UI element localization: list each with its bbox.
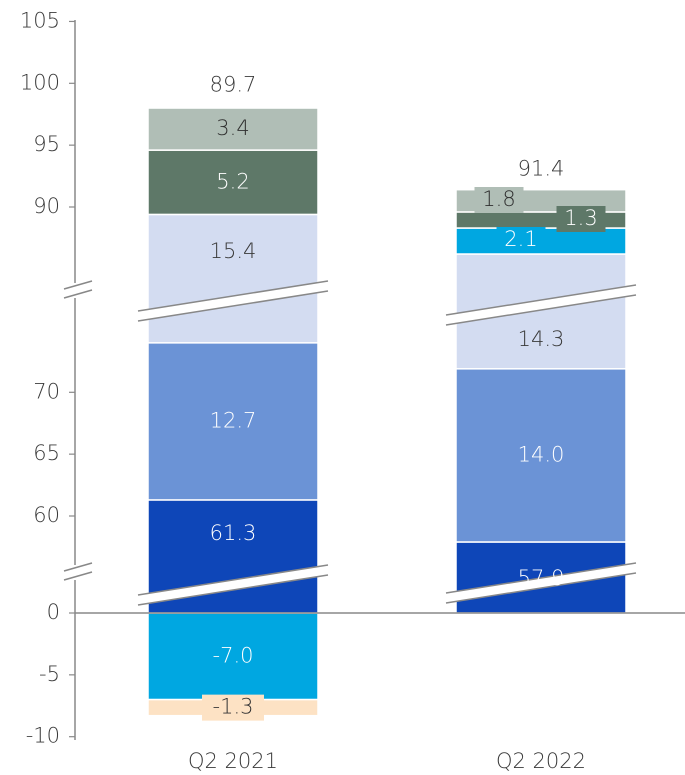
- axis-break-mark: [63, 562, 93, 572]
- data-label: -1.3: [213, 695, 254, 719]
- bar-segment: [147, 342, 319, 501]
- axis-break-mark: [63, 571, 93, 581]
- data-label: 14.3: [518, 327, 565, 351]
- bar-segment: [455, 253, 627, 370]
- data-label-box: [556, 206, 606, 232]
- bar-segment: [147, 149, 319, 216]
- y-tick-label: 70: [33, 379, 60, 403]
- data-label: 57.9: [518, 566, 565, 590]
- data-label: 61.3: [210, 521, 257, 545]
- break-low-edge: [445, 572, 637, 604]
- data-label: 1.3: [564, 206, 597, 230]
- data-label-box: [474, 187, 524, 213]
- break-high-edge: [445, 284, 637, 316]
- bar-segment: [147, 612, 319, 701]
- axis-break-mark: [63, 289, 93, 299]
- y-tick-label: 65: [33, 441, 60, 465]
- break-low-edge: [137, 564, 329, 596]
- break-low-edge: [445, 562, 637, 594]
- data-label: 3.4: [216, 116, 249, 140]
- break-high-edge: [137, 280, 329, 312]
- data-label-box: [202, 694, 264, 721]
- y-tick-label: 60: [33, 503, 60, 527]
- labels-layer: 105 100 95 90 70 65 60 0 -5 -10 -7.0 -1.3 61.3 12.7 15…: [20, 8, 606, 773]
- y-tick-label: 105: [20, 8, 60, 32]
- data-label-box: [496, 227, 546, 253]
- y-tick-label: 95: [33, 132, 60, 156]
- y-tick-label: -10: [26, 724, 60, 748]
- x-category-label: Q2 2022: [496, 749, 586, 773]
- bar-segment: [147, 107, 319, 151]
- data-label: -7.0: [213, 643, 254, 667]
- break-low-edge: [137, 574, 329, 606]
- break-low-gap: [138, 565, 328, 605]
- data-label: 14.0: [518, 442, 565, 466]
- bars-layer: [137, 107, 637, 717]
- data-label: 15.4: [210, 239, 257, 263]
- data-label: 1.8: [482, 187, 515, 211]
- break-high-gap: [446, 285, 636, 325]
- y-tick-label: -5: [39, 662, 60, 686]
- y-tick-label: 90: [33, 194, 60, 218]
- break-low-gap: [446, 563, 636, 603]
- break-high-edge: [445, 294, 637, 326]
- data-label: 5.2: [216, 169, 249, 193]
- break-high-edge: [137, 290, 329, 322]
- bar-segment: [455, 368, 627, 543]
- x-category-label: Q2 2021: [188, 749, 278, 773]
- total-label: 89.7: [210, 73, 257, 97]
- y-tick-label: 100: [20, 70, 60, 94]
- data-label: 2.1: [504, 227, 537, 251]
- bar-segment: [147, 213, 319, 344]
- data-label: 12.7: [210, 408, 257, 432]
- axis-break-mark: [63, 280, 93, 290]
- total-label: 91.4: [518, 157, 565, 181]
- axis-layer: [63, 20, 685, 740]
- y-tick-label: 0: [47, 600, 60, 624]
- break-high-gap: [138, 281, 328, 321]
